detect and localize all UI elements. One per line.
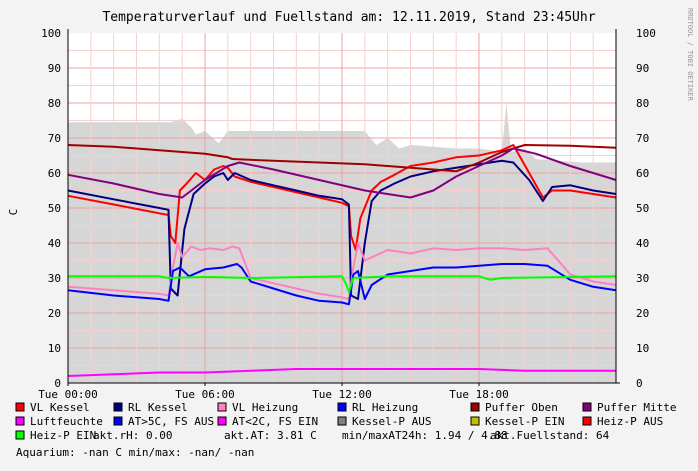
y-tick-label-right: 30 [636,272,649,285]
y-tick-label-right: 90 [636,62,649,75]
y-tick-label-right: 70 [636,132,649,145]
legend-swatch [582,416,592,426]
series-line-luftfeuchte [67,368,616,377]
legend-swatch [15,416,25,426]
y-tick-label-right: 20 [636,307,649,320]
legend-swatch [113,402,123,412]
y-tick-label-left: 40 [48,237,61,250]
series-line-rl-heizung [67,263,617,306]
axis-layer: 0 0 10 10 20 20 30 30 40 40 50 50 60 60 70 70 80 80 90 90 10… [38,27,656,401]
legend: VL Kessel RL Kessel VL Heizung RL Heizung Pu… [15,401,676,459]
legend-swatch [470,416,480,426]
legend-swatch [337,416,347,426]
legend-entry-label: Heiz-P AUS [597,415,663,428]
y-tick-label-left: 60 [48,167,61,180]
legend-swatch [217,402,227,412]
legend-stat: akt.AT: 3.81 C [224,429,317,442]
legend-swatch [582,402,592,412]
y-tick-label-left: 30 [48,272,61,285]
legend-entry-label: Kessel-P AUS [352,415,431,428]
series-line-puffer-oben [67,144,617,173]
legend-swatch [15,430,25,440]
y-tick-label-left: 100 [41,27,61,40]
legend-entry-label: Heiz-P EIN [30,429,96,442]
legend-stat: min/maxAT24h: 1.94 / 4.88 [342,429,508,442]
series-layer [67,144,617,377]
y-tick-label-left: 50 [48,202,61,215]
y-tick-label-right: 50 [636,202,649,215]
y-tick-label-left: 10 [48,342,61,355]
side-label: RRDTOOL / TOBI OETIKER [686,8,694,102]
legend-entry-label: AT>5C, FS AUS [128,415,214,428]
legend-entry-label: VL Heizung [232,401,298,414]
grid-layer [68,33,616,383]
series-line-heiz-p-ein [68,275,617,293]
x-tick-label: Tue 18:00 [449,388,509,401]
legend-entry-label: Luftfeuchte [30,415,103,428]
legend-entry-label: VL Kessel [30,401,90,414]
y-tick-label-left: 20 [48,307,61,320]
y-tick-label-left: 80 [48,97,61,110]
y-tick-label-right: 10 [636,342,649,355]
legend-swatch [337,402,347,412]
y-tick-label-left: 90 [48,62,61,75]
y-tick-label-left: 70 [48,132,61,145]
y-tick-label-right: 100 [636,27,656,40]
legend-stat: akt.rH: 0.00 [93,429,172,442]
legend-swatch [113,416,123,426]
legend-entry-label: RL Kessel [128,401,188,414]
series-line-vl-kessel [67,144,617,251]
legend-stat: akt.Fuellstand: 64 [490,429,610,442]
series-line-vl-heizung [67,242,617,300]
legend-swatch [217,416,227,426]
legend-swatch [470,402,480,412]
legend-entry-label: RL Heizung [352,401,418,414]
series-line-rl-kessel [67,159,617,300]
x-tick-label: Tue 06:00 [175,388,235,401]
legend-entry-label: Kessel-P EIN [485,415,564,428]
chart-title: Temperaturverlauf und Fuellstand am: 12.… [102,10,595,25]
legend-swatch [15,402,25,412]
x-tick-label: Tue 00:00 [38,388,98,401]
y-tick-label-right: 40 [636,237,649,250]
x-tick-label: Tue 12:00 [312,388,372,401]
legend-entry-label: AT<2C, FS EIN [232,415,318,428]
legend-entry-label: Puffer Oben [485,401,558,414]
aquarium-stat: Aquarium: -nan C min/max: -nan/ -nan [16,446,254,459]
legend-entry-label: Puffer Mitte [597,401,676,414]
y-tick-label-right: 80 [636,97,649,110]
y-tick-label-right: 0 [636,377,643,390]
y-tick-label-left: 0 [54,377,61,390]
series-line-puffer-mitte [67,147,617,199]
y-tick-label-right: 60 [636,167,649,180]
y-axis-label: C [7,209,20,216]
